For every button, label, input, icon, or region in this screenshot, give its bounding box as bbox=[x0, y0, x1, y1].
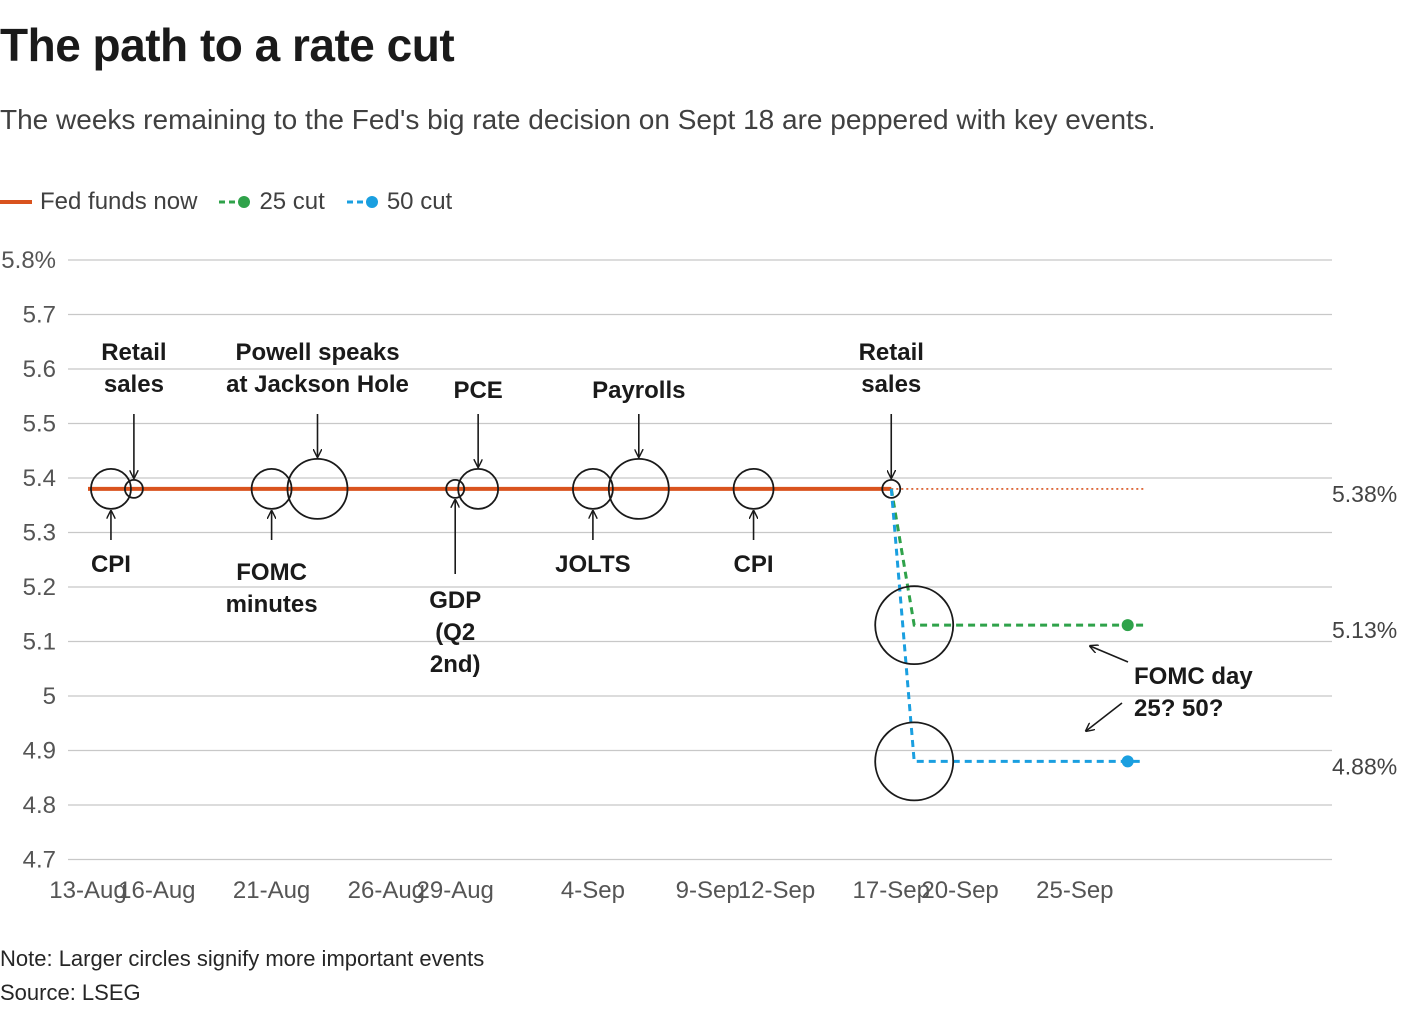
end-value-label: 5.13% bbox=[1332, 617, 1397, 643]
event-label: Payrolls bbox=[592, 377, 685, 404]
y-tick-label: 5.7 bbox=[23, 302, 56, 329]
y-tick-label: 4.9 bbox=[23, 738, 56, 765]
fomc-annotation-arrow bbox=[1090, 646, 1129, 663]
event-label: sales bbox=[104, 371, 164, 398]
fomc-annotation-arrow bbox=[1086, 702, 1123, 731]
event-circle-cpi-aug bbox=[90, 467, 132, 510]
legend-label-25-cut: 25 cut bbox=[259, 188, 325, 215]
legend-swatch-50-cut bbox=[346, 196, 378, 208]
legend-item-25-cut: 25 cut bbox=[219, 188, 325, 216]
event-label: minutes bbox=[226, 591, 318, 618]
event-label: Retail bbox=[101, 339, 166, 366]
legend-item-fed-funds: Fed funds now bbox=[0, 188, 197, 216]
x-tick-label: 9-Sep bbox=[676, 877, 740, 904]
y-tick-label: 5.6 bbox=[23, 356, 56, 383]
event-circle-cpi-sep bbox=[732, 467, 775, 510]
x-tick-label: 17-Sep bbox=[853, 877, 930, 904]
event-label: CPI bbox=[734, 551, 774, 578]
y-tick-label: 5.1 bbox=[23, 629, 56, 656]
event-label: GDP bbox=[429, 587, 481, 614]
event-circle-gdp bbox=[445, 478, 466, 499]
event-circle-retail-sep bbox=[881, 478, 902, 499]
y-tick-label: 5.4 bbox=[23, 465, 56, 492]
x-tick-label: 20-Sep bbox=[921, 877, 998, 904]
y-tick-label: 5.8% bbox=[1, 247, 56, 274]
event-circle-payrolls bbox=[607, 457, 670, 520]
legend-swatch-fed-funds bbox=[0, 200, 32, 204]
x-tick-label: 13-Aug bbox=[49, 877, 126, 904]
event-label: sales bbox=[861, 371, 921, 398]
chart-source: Source: LSEG bbox=[0, 980, 141, 1005]
event-label: Retail bbox=[859, 339, 924, 366]
x-tick-label: 29-Aug bbox=[417, 877, 494, 904]
end-value-label: 4.88% bbox=[1332, 753, 1397, 779]
event-circle-jackson-hole bbox=[286, 457, 349, 520]
event-label: JOLTS bbox=[555, 551, 631, 578]
x-tick-label: 16-Aug bbox=[118, 877, 195, 904]
event-label: Powell speaks bbox=[235, 339, 399, 366]
event-label: PCE bbox=[453, 377, 502, 404]
chart-title: The path to a rate cut bbox=[0, 19, 455, 71]
event-label: (Q2 bbox=[435, 619, 475, 646]
series-line-25-cut bbox=[889, 488, 1144, 627]
x-tick-label: 26-Aug bbox=[348, 877, 425, 904]
y-tick-label: 5.3 bbox=[23, 520, 56, 547]
legend: Fed funds now 25 cut 50 cut bbox=[0, 188, 474, 216]
x-tick-label: 21-Aug bbox=[233, 877, 310, 904]
y-tick-label: 4.8 bbox=[23, 792, 56, 819]
chart-subtitle: The weeks remaining to the Fed's big rat… bbox=[0, 104, 1156, 135]
x-tick-label: 4-Sep bbox=[561, 877, 625, 904]
event-circle-fomc-day-25 bbox=[874, 585, 955, 666]
legend-label-fed-funds: Fed funds now bbox=[40, 188, 198, 215]
event-circle-pce bbox=[457, 467, 500, 510]
event-circle-fomc-day-50 bbox=[874, 721, 955, 802]
y-tick-label: 4.7 bbox=[23, 847, 56, 874]
fomc-annotation-label: 25? 50? bbox=[1134, 695, 1223, 722]
legend-swatch-25-cut bbox=[219, 196, 251, 208]
event-label: CPI bbox=[91, 551, 131, 578]
chart-note: Note: Larger circles signify more import… bbox=[0, 946, 485, 971]
chart-plot: 5.8% 5.7 5.6 5.5 5.4 5.3 5.2 5.1 5 4.9 4.8 4.7 13-Au… bbox=[1, 247, 1397, 904]
series-end-point bbox=[1121, 755, 1134, 768]
y-tick-label: 5.2 bbox=[23, 574, 56, 601]
x-tick-label: 12-Sep bbox=[738, 877, 815, 904]
y-tick-label: 5.5 bbox=[23, 411, 56, 438]
end-value-label: 5.38% bbox=[1332, 481, 1397, 507]
event-label: at Jackson Hole bbox=[226, 371, 409, 398]
event-circle-jolts bbox=[572, 467, 614, 510]
event-circle-retail-aug bbox=[123, 478, 144, 499]
event-label: 2nd) bbox=[430, 651, 481, 678]
x-tick-label: 25-Sep bbox=[1036, 877, 1113, 904]
y-tick-label: 5 bbox=[43, 683, 56, 710]
event-circle-fomc-minutes bbox=[250, 467, 293, 510]
legend-item-50-cut: 50 cut bbox=[346, 188, 453, 216]
legend-label-50-cut: 50 cut bbox=[386, 188, 453, 215]
fomc-annotation-label: FOMC day bbox=[1134, 663, 1253, 690]
series-line-50-cut bbox=[889, 488, 1144, 763]
event-label: FOMC bbox=[236, 559, 307, 586]
series-end-point bbox=[1121, 619, 1134, 632]
